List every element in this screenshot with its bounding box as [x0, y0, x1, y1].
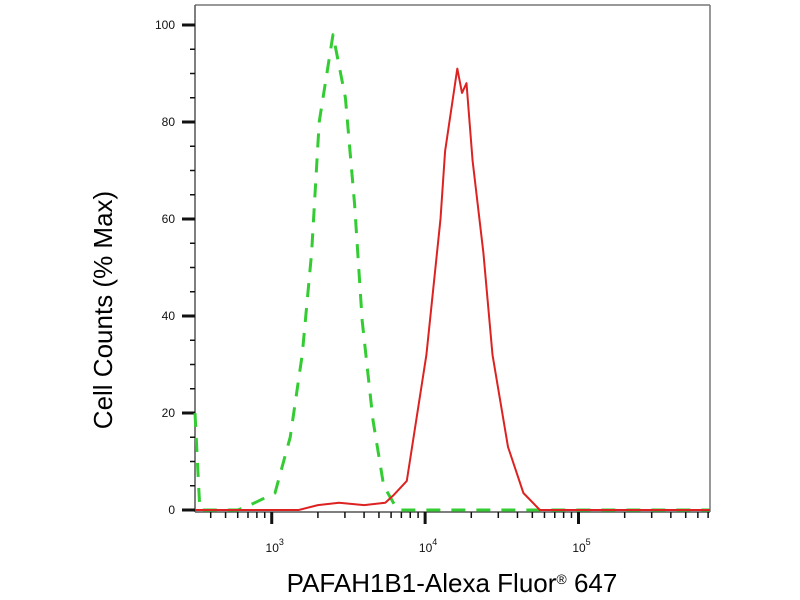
y-tick-label: 80 — [162, 115, 176, 129]
x-tick-base: 10 — [266, 541, 280, 555]
plot-frame — [194, 4, 711, 513]
x-tick-label: 104 — [419, 537, 437, 555]
x-tick-label: 103 — [266, 537, 284, 555]
x-tick-base: 10 — [419, 541, 433, 555]
sample-histogram-line — [195, 67, 710, 511]
x-tick-base: 10 — [572, 541, 586, 555]
registered-mark: ® — [556, 571, 567, 587]
y-axis-title: Cell Counts (% Max) — [88, 191, 118, 429]
x-tick-exponent: 5 — [586, 537, 591, 547]
x-axis-title: PAFAH1B1-Alexa Fluor® 647 — [287, 568, 618, 598]
x-tick-exponent: 3 — [279, 537, 284, 547]
y-tick-label: 60 — [162, 212, 176, 226]
x-axis-title-text: PAFAH1B1-Alexa Fluor — [287, 568, 557, 598]
y-axis: 0 20 40 60 80 100 — [155, 18, 195, 517]
y-tick-label: 0 — [168, 503, 175, 517]
y-tick-label: 100 — [155, 18, 175, 32]
x-axis-title-text: 647 — [567, 568, 618, 598]
x-axis: 103 104 105 — [209, 512, 709, 555]
series-layer — [193, 33, 710, 512]
x-tick-exponent: 4 — [432, 537, 437, 547]
y-tick-label: 40 — [162, 309, 176, 323]
x-tick-label: 105 — [572, 537, 590, 555]
y-tick-label: 20 — [162, 406, 176, 420]
